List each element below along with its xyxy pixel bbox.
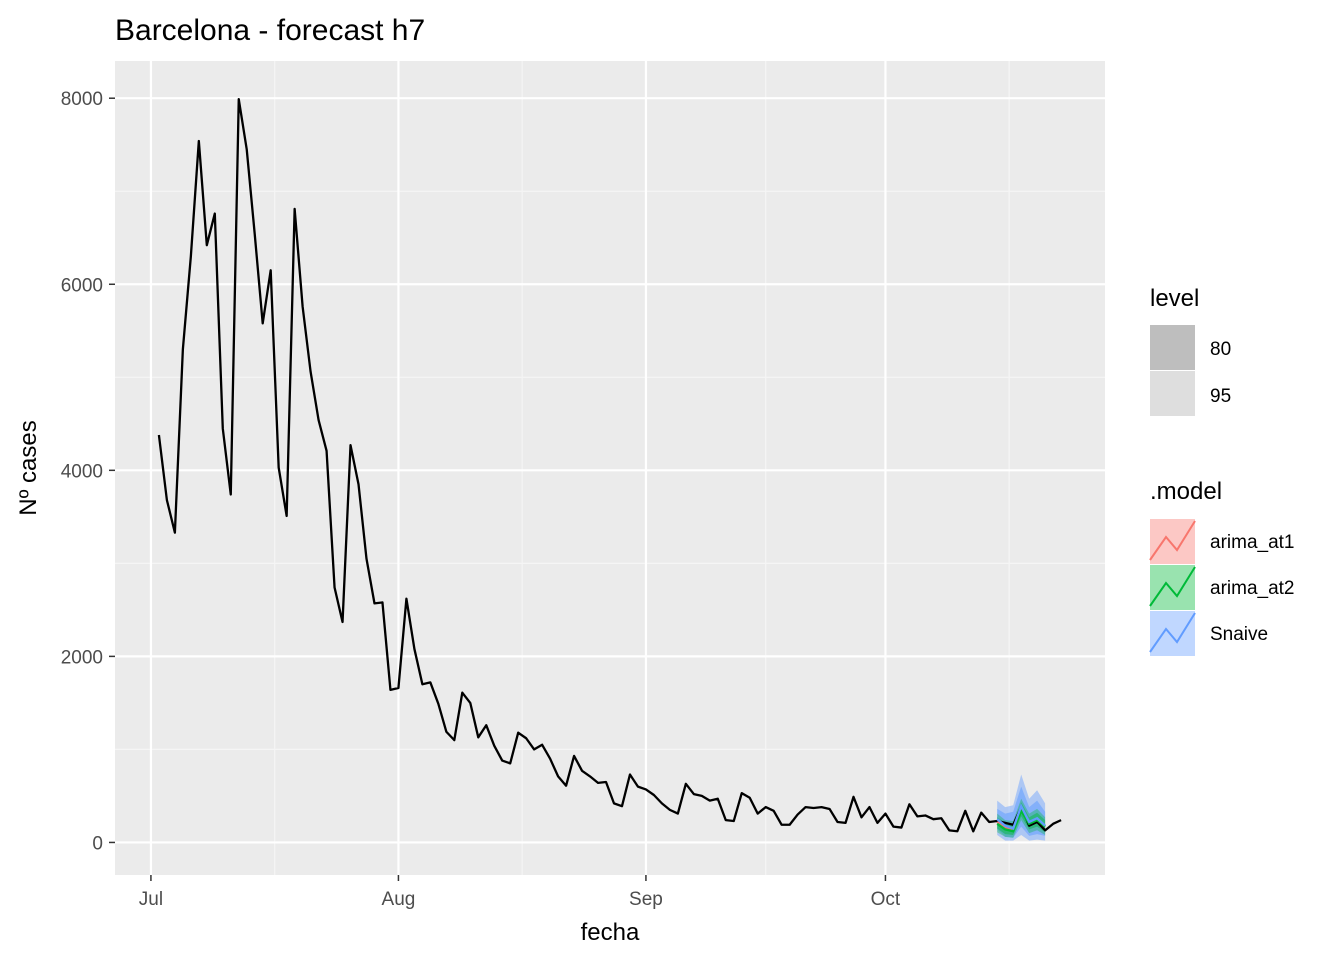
- legend-level-80-label: 80: [1210, 339, 1231, 360]
- y-tick-label: 0: [92, 833, 103, 854]
- legend-level-title: level: [1150, 285, 1199, 312]
- legend-level-95-label: 95: [1210, 386, 1231, 407]
- legend-arima-at2-label: arima_at2: [1210, 578, 1295, 599]
- legend-arima-at1-key: [1150, 519, 1195, 564]
- legend-snaive-key: [1150, 611, 1195, 656]
- y-axis: 0 2000 4000 6000 8000: [61, 89, 115, 854]
- x-axis-title: fecha: [581, 919, 640, 946]
- y-tick-label: 6000: [61, 275, 103, 296]
- y-tick-label: 4000: [61, 461, 103, 482]
- x-tick-label: Aug: [382, 889, 416, 910]
- x-tick-label: Oct: [871, 889, 901, 910]
- x-tick-label: Jul: [139, 889, 163, 910]
- forecast-line-snaive: [996, 803, 1046, 830]
- chart-title: Barcelona - forecast h7: [115, 14, 425, 47]
- legend-snaive-label: Snaive: [1210, 624, 1268, 645]
- legend-arima-at1-label: arima_at1: [1210, 532, 1295, 553]
- minor-grid: [115, 61, 1105, 875]
- plot-panel: [115, 61, 1105, 875]
- legend-arima-at2-key: [1150, 565, 1195, 610]
- x-axis: Jul Aug Sep Oct: [139, 875, 901, 910]
- legend: level 80 95 .model arima_at1 arima_at2 S…: [1149, 285, 1295, 656]
- legend-arima-at1-line: [1149, 520, 1196, 561]
- forecast-lines: [996, 803, 1046, 833]
- y-tick-label: 2000: [61, 647, 103, 668]
- legend-model-title: .model: [1150, 478, 1222, 505]
- y-axis-title: Nº cases: [15, 420, 42, 515]
- legend-level-80-key: [1150, 325, 1195, 370]
- legend-level-95-key: [1150, 371, 1195, 416]
- legend-arima-at2-line: [1149, 566, 1196, 607]
- observed-series-line: [157, 97, 1062, 833]
- y-tick-label: 8000: [61, 89, 103, 110]
- forecast-line-arima_at2: [996, 808, 1046, 833]
- x-tick-label: Sep: [629, 889, 663, 910]
- legend-snaive-line: [1149, 612, 1196, 653]
